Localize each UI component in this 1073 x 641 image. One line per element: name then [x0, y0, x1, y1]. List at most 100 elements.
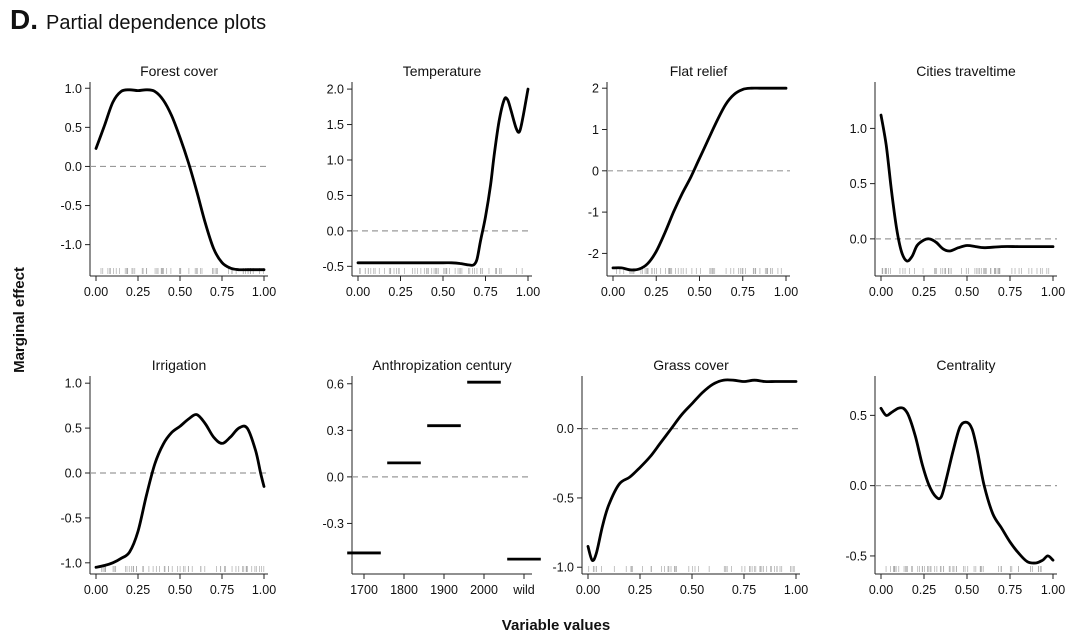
y-tick-label: -0.5	[845, 549, 867, 563]
x-tick-label: 1.00	[252, 285, 276, 299]
x-tick-label: 1.00	[784, 583, 808, 597]
x-tick-label: 0.25	[644, 285, 668, 299]
y-tick-label: -0.5	[60, 199, 82, 213]
rug-marks	[881, 268, 1050, 274]
chart-panel-1: Forest cover 1.0 0.5 0.0 -0.5 -1.0 0.00 0.25 0.5…	[60, 63, 276, 299]
y-tick-label: 1.0	[65, 82, 82, 96]
chart-title: Cities traveltime	[916, 63, 1016, 79]
x-tick-label: 0.75	[732, 583, 756, 597]
y-tick-label: -1	[588, 206, 599, 220]
x-axis-label: Variable values	[502, 617, 610, 634]
y-tick-label: -1.0	[60, 556, 82, 570]
chart-title: Anthropization century	[372, 357, 511, 373]
x-tick-label: 1.00	[516, 285, 540, 299]
chart-panel-4: Cities traveltime 1.0 0.5 0.0 0.00 0.25 0.50 0.…	[850, 63, 1066, 299]
x-tick-label: 0.50	[431, 285, 455, 299]
x-tick-label: 0.50	[687, 285, 711, 299]
x-tick-label: 0.25	[126, 285, 150, 299]
x-tick-label: 0.25	[912, 285, 936, 299]
y-tick-label: 0.0	[65, 160, 82, 174]
y-tick-label: 0.0	[557, 422, 574, 436]
y-tick-label: 0.0	[850, 232, 867, 246]
x-tick-label: 0.50	[680, 583, 704, 597]
y-tick-label: 1.0	[850, 122, 867, 136]
x-tick-label: 0.50	[955, 285, 979, 299]
y-tick-label: 1.5	[327, 118, 344, 132]
x-tick-label: 1700	[350, 583, 378, 597]
x-tick-label: 1800	[390, 583, 418, 597]
x-tick-label: 0.00	[869, 285, 893, 299]
y-tick-label: 0.5	[850, 409, 867, 423]
rug-marks	[885, 566, 1042, 572]
series-line	[586, 378, 798, 562]
x-tick-label: 0.00	[869, 583, 893, 597]
x-tick-label: 0.00	[84, 583, 108, 597]
chart-title: Irrigation	[152, 357, 206, 373]
x-tick-label: 1900	[430, 583, 458, 597]
x-tick-label: 2000	[470, 583, 498, 597]
x-tick-label: 0.25	[388, 285, 412, 299]
figure-title: D. Partial dependence plots	[10, 4, 266, 36]
x-tick-label: wild	[512, 583, 535, 597]
series-line	[94, 88, 266, 272]
x-tick-label: 0.25	[126, 583, 150, 597]
y-tick-label: 1.0	[327, 153, 344, 167]
rug-marks	[616, 268, 782, 274]
chart-title: Flat relief	[670, 63, 728, 79]
chart-title: Temperature	[403, 63, 482, 79]
y-tick-label: -0.5	[60, 511, 82, 525]
series-line	[611, 86, 788, 272]
series-line	[879, 406, 1055, 565]
chart-panel-6: Anthropization century 0.6 0.3 0.0 -0.3 1700 1…	[322, 357, 541, 597]
y-tick-label: 2	[592, 82, 599, 96]
chart-title: Forest cover	[140, 63, 218, 79]
y-axis-label: Marginal effect	[11, 267, 28, 373]
chart-panel-2: Temperature 2.0 1.5 1.0 0.5 0.0 -0.50.00 0.25 0.…	[322, 63, 540, 299]
chart-panel-7: Grass cover 0.0 -0.5 -1.00.00 0.25 0.50 0.75 1.…	[552, 357, 808, 597]
y-tick-label: -0.5	[322, 260, 344, 274]
y-tick-label: 0.3	[327, 424, 344, 438]
y-tick-label: 2.0	[327, 83, 344, 97]
y-tick-label: 1.0	[65, 377, 82, 391]
y-tick-label: 0.5	[65, 422, 82, 436]
chart-panel-3: Flat relief 2 1 0 -1 -2 0.00 0.25 0.50 0.75 1.00	[588, 63, 798, 299]
x-tick-label: 0.50	[168, 583, 192, 597]
panel-letter: D.	[10, 4, 38, 35]
y-tick-label: 0.5	[327, 189, 344, 203]
y-tick-label: 1	[592, 123, 599, 137]
y-tick-label: 0.0	[65, 467, 82, 481]
x-tick-label: 0.00	[601, 285, 625, 299]
figure-title-text: Partial dependence plots	[46, 12, 267, 34]
x-tick-label: 0.75	[998, 285, 1022, 299]
x-tick-label: 0.25	[912, 583, 936, 597]
y-tick-label: 0	[592, 164, 599, 178]
y-tick-label: 0.6	[327, 377, 344, 391]
y-tick-label: 0.5	[65, 121, 82, 135]
x-tick-label: 0.50	[168, 285, 192, 299]
x-tick-label: 0.25	[628, 583, 652, 597]
y-tick-label: -0.3	[322, 517, 344, 531]
x-tick-label: 1.00	[252, 583, 276, 597]
x-tick-label: 1.00	[774, 285, 798, 299]
x-tick-label: 1.00	[1041, 583, 1065, 597]
rug-marks	[588, 566, 795, 572]
y-tick-label: 0.0	[327, 224, 344, 238]
x-tick-label: 0.00	[346, 285, 370, 299]
series-line	[356, 87, 530, 267]
x-tick-label: 0.75	[998, 583, 1022, 597]
x-tick-label: 0.75	[210, 285, 234, 299]
y-tick-label: 0.5	[850, 177, 867, 191]
x-tick-label: 0.75	[731, 285, 755, 299]
x-tick-label: 0.50	[955, 583, 979, 597]
y-tick-label: -1.0	[552, 561, 574, 575]
x-tick-label: 0.75	[210, 583, 234, 597]
chart-panel-5: Irrigation 1.0 0.5 0.0 -0.5 -1.00.00 0.25 0.50 0…	[60, 357, 276, 597]
chart-title: Grass cover	[653, 357, 729, 373]
x-tick-label: 0.75	[473, 285, 497, 299]
chart-panel-8: Centrality 0.5 0.0 -0.5 0.00 0.25 0.50 0.75 1.00	[845, 357, 1065, 597]
x-tick-label: 0.00	[576, 583, 600, 597]
x-tick-label: 1.00	[1041, 285, 1065, 299]
series-line	[879, 113, 1055, 263]
y-tick-label: 0.0	[327, 470, 344, 484]
